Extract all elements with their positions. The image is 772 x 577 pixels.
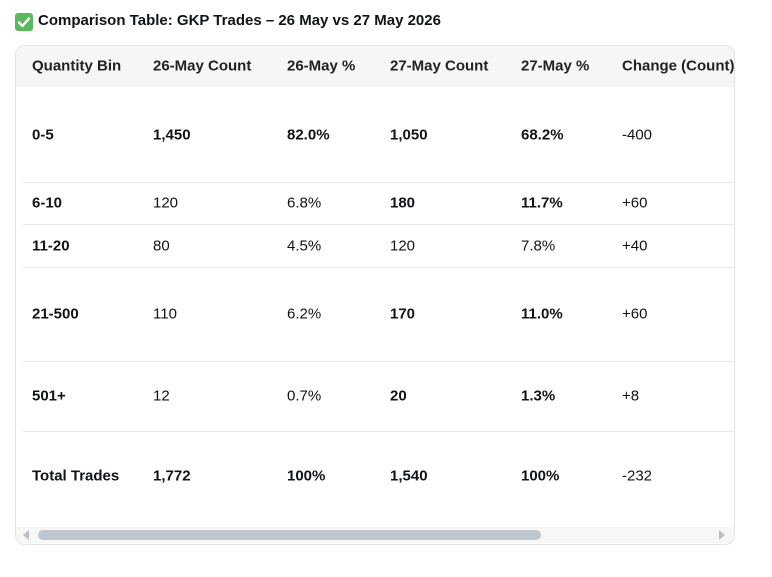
table-cell: +60 — [622, 194, 648, 212]
table-cell: +40 — [622, 237, 648, 254]
table-cell: 180 — [390, 194, 416, 212]
table-cell: 11-20 — [32, 237, 70, 254]
table-cell: 110 — [153, 305, 177, 323]
check-icon — [15, 13, 33, 31]
row-separator — [23, 267, 734, 268]
table-cell: 7.8% — [521, 237, 556, 254]
scroll-right[interactable] — [716, 529, 728, 541]
table-cell: 120 — [390, 237, 416, 254]
table-cell: 100% — [287, 467, 326, 485]
table: Quantity Bin 26-May Count 26-May % 27-May C… — [15, 45, 735, 545]
table-cell: 21-500 — [32, 305, 79, 323]
table-cell: 120 — [153, 194, 179, 212]
header-cell: 26-May % — [287, 57, 356, 75]
table-cell: 4.5% — [287, 237, 322, 254]
table-cell: 170 — [390, 305, 416, 323]
table-cell: 1,772 — [153, 467, 191, 485]
table-cell: 68.2% — [521, 126, 564, 143]
table-cell: 1,450 — [153, 126, 191, 143]
table-cell: 6-10 — [32, 194, 63, 212]
table-cell: 11.7% — [521, 194, 563, 212]
table-cell: -232 — [622, 467, 653, 485]
table-cell: 1,050 — [390, 126, 428, 143]
scroll-left[interactable] — [20, 529, 32, 541]
row-separator — [23, 182, 734, 183]
header-cell: Change (Count) — [622, 57, 735, 75]
table-cell: 1.3% — [521, 387, 556, 405]
row-separator — [23, 431, 734, 432]
table-cell: 12 — [153, 387, 170, 405]
title: Comparison Table: GKP Trades – 26 May vs… — [38, 12, 441, 29]
header-cell: 27-May % — [521, 57, 590, 75]
table-cell: -400 — [622, 126, 653, 143]
header-cell: 26-May Count — [153, 57, 252, 75]
table-cell: +8 — [622, 387, 640, 405]
table-cell: 6.2% — [287, 305, 322, 323]
header-cell: 27-May Count — [390, 57, 489, 75]
row-separator — [23, 361, 734, 362]
table-cell: 20 — [390, 387, 407, 405]
table-cell: 501+ — [32, 387, 66, 405]
header-cell: Quantity Bin — [32, 57, 122, 75]
table-cell: 11.0% — [521, 305, 563, 323]
row-separator — [23, 224, 734, 225]
table-cell: 80 — [153, 237, 170, 254]
table-cell: 0.7% — [287, 387, 322, 405]
table-cell: Total Trades — [32, 467, 120, 485]
table-cell: 0-5 — [32, 126, 54, 143]
table-cell: +60 — [622, 305, 648, 323]
table-cell: 6.8% — [287, 194, 322, 212]
table-cell: 1,540 — [390, 467, 428, 485]
scrollbar-thumb[interactable] — [38, 530, 541, 540]
table-header — [16, 46, 734, 87]
table-cell: 82.0% — [287, 126, 330, 143]
table-cell: 100% — [521, 467, 560, 485]
